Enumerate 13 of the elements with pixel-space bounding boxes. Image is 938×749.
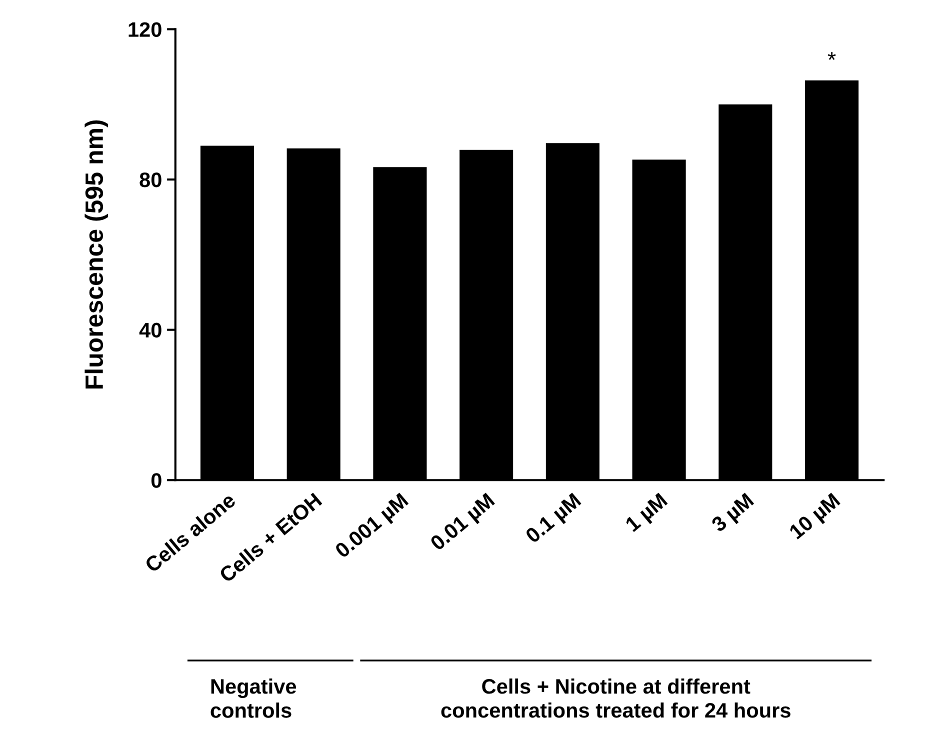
text: Cells + Nicotine at different concentrations treated for 24 hours [441,678,790,718]
x-tick-label: 1 µM [624,492,670,536]
y-tick-label: 40 [139,322,162,338]
annotation: * [828,52,836,60]
x-tick-label: 0.01 µM [429,492,498,554]
y-axis-title: Fluorescence (595 nm) [84,120,108,388]
x-tick-label: 0.1 µM [524,492,584,547]
y-tick-label: 0 [151,473,162,488]
x-tick-label: 10 µM [788,492,844,543]
y-tick-label: 80 [140,172,162,188]
text: Negative controls [210,678,296,718]
x-tick-label: 3 µM [710,492,757,536]
y-tick-label: 120 [128,22,162,37]
